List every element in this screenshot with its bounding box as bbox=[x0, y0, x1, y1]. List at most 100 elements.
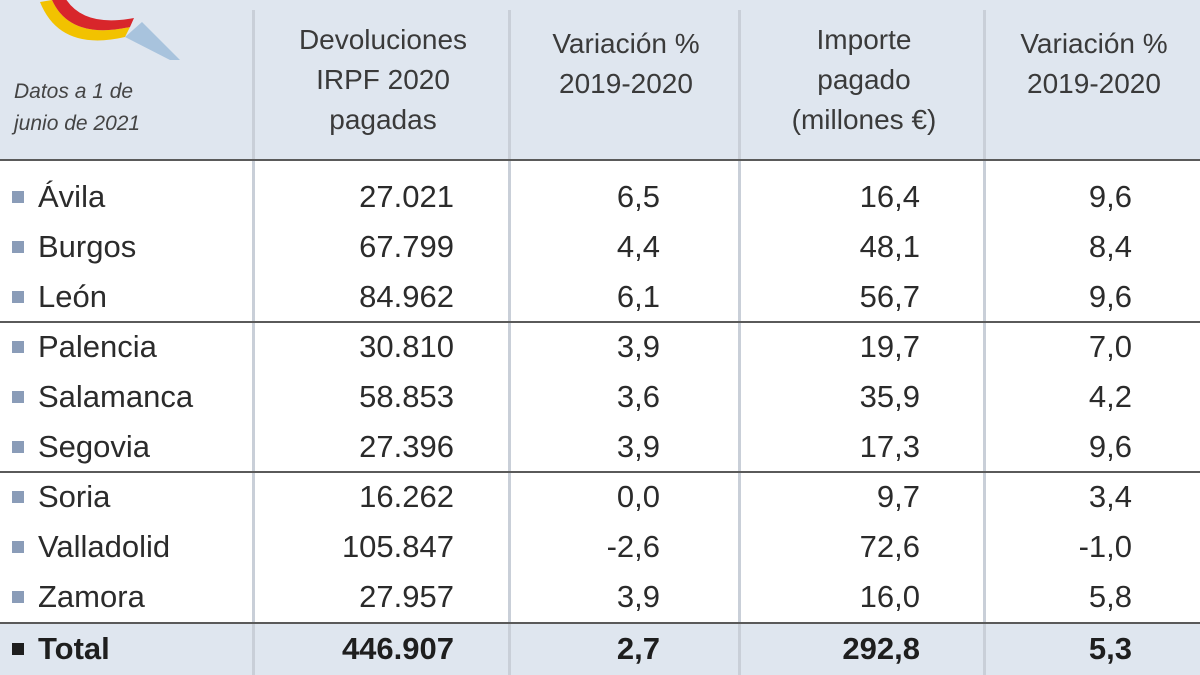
bullet-icon bbox=[12, 591, 24, 603]
province-name: Palencia bbox=[38, 329, 157, 364]
header-variacion-2: Variación % 2019-2020 bbox=[988, 0, 1200, 160]
province-name: Salamanca bbox=[38, 379, 194, 414]
devoluciones-value: 27.396 bbox=[359, 429, 454, 464]
column-divider bbox=[738, 10, 741, 675]
date-note-line-1: Datos a 1 de bbox=[14, 80, 134, 103]
province-cell: Segovia bbox=[12, 422, 252, 472]
importe-value: 19,7 bbox=[859, 329, 920, 364]
province-name: Ávila bbox=[38, 179, 106, 214]
total-label: Total bbox=[38, 631, 110, 666]
province-name: Segovia bbox=[38, 429, 151, 464]
bullet-icon bbox=[12, 291, 24, 303]
table-row: Valladolid 105.847 -2,6 72,6 -1,0 bbox=[0, 522, 1200, 572]
variacion-importe-value: 4,2 bbox=[1088, 379, 1132, 414]
bullet-icon bbox=[12, 241, 24, 253]
row-divider bbox=[0, 471, 1200, 473]
total-variacion-devoluciones-value: 2,7 bbox=[616, 631, 660, 666]
importe-value: 56,7 bbox=[859, 279, 920, 314]
province-name: Valladolid bbox=[38, 529, 171, 564]
importe-value: 72,6 bbox=[859, 529, 920, 564]
total-label-cell: Total bbox=[12, 624, 252, 674]
province-name: Zamora bbox=[38, 579, 145, 614]
bullet-icon bbox=[12, 541, 24, 553]
variacion-importe-value: 5,8 bbox=[1088, 579, 1132, 614]
province-cell: Zamora bbox=[12, 572, 252, 622]
importe-value: 9,7 bbox=[876, 479, 920, 514]
header-variacion-1-line-1: Variación % bbox=[552, 28, 700, 59]
header-devoluciones: Devoluciones IRPF 2020 pagadas bbox=[256, 0, 510, 160]
agencia-tributaria-logo bbox=[40, 0, 180, 60]
bullet-icon bbox=[12, 341, 24, 353]
table-row: Segovia 27.396 3,9 17,3 9,6 bbox=[0, 422, 1200, 472]
table-row: Ávila 27.021 6,5 16,4 9,6 bbox=[0, 172, 1200, 222]
header-variacion-2-line-2: 2019-2020 bbox=[1027, 68, 1161, 99]
devoluciones-value: 105.847 bbox=[341, 529, 454, 564]
header-importe-line-1: Importe bbox=[816, 24, 912, 55]
variacion-importe-value: 9,6 bbox=[1088, 429, 1132, 464]
table-row: Palencia 30.810 3,9 19,7 7,0 bbox=[0, 322, 1200, 372]
variacion-devoluciones-value: 6,5 bbox=[616, 179, 660, 214]
header-devoluciones-line-2: IRPF 2020 bbox=[316, 64, 450, 95]
devoluciones-value: 16.262 bbox=[359, 479, 454, 514]
row-divider bbox=[0, 159, 1200, 161]
date-note-line-2: junio de 2021 bbox=[14, 112, 141, 135]
total-devoluciones-value: 446.907 bbox=[341, 631, 454, 666]
devoluciones-value: 67.799 bbox=[359, 229, 454, 264]
table-header: Datos a 1 de junio de 2021 Devoluciones … bbox=[0, 0, 1200, 160]
row-divider bbox=[0, 622, 1200, 624]
devoluciones-value: 27.957 bbox=[359, 579, 454, 614]
devoluciones-value: 27.021 bbox=[359, 179, 454, 214]
province-cell: Palencia bbox=[12, 322, 252, 372]
devoluciones-value: 84.962 bbox=[359, 279, 454, 314]
table-row: Zamora 27.957 3,9 16,0 5,8 bbox=[0, 572, 1200, 622]
header-devoluciones-line-3: pagadas bbox=[329, 104, 437, 135]
total-importe-value: 292,8 bbox=[842, 631, 920, 666]
total-row: Total 446.907 2,7 292,8 5,3 bbox=[0, 624, 1200, 675]
table-row: Salamanca 58.853 3,6 35,9 4,2 bbox=[0, 372, 1200, 422]
variacion-importe-value: 9,6 bbox=[1088, 279, 1132, 314]
bullet-icon bbox=[12, 643, 24, 655]
variacion-devoluciones-value: 0,0 bbox=[616, 479, 660, 514]
header-variacion-1-line-2: 2019-2020 bbox=[559, 68, 693, 99]
province-name: León bbox=[38, 279, 107, 314]
variacion-importe-value: -1,0 bbox=[1078, 529, 1132, 564]
variacion-devoluciones-value: 3,9 bbox=[616, 329, 660, 364]
importe-value: 17,3 bbox=[859, 429, 920, 464]
variacion-importe-value: 8,4 bbox=[1088, 229, 1132, 264]
devoluciones-value: 30.810 bbox=[359, 329, 454, 364]
table-row: Burgos 67.799 4,4 48,1 8,4 bbox=[0, 222, 1200, 272]
province-cell: Ávila bbox=[12, 172, 252, 222]
province-cell: Salamanca bbox=[12, 372, 252, 422]
table-row: León 84.962 6,1 56,7 9,6 bbox=[0, 272, 1200, 322]
importe-value: 16,0 bbox=[859, 579, 920, 614]
variacion-importe-value: 9,6 bbox=[1088, 179, 1132, 214]
variacion-devoluciones-value: 6,1 bbox=[616, 279, 660, 314]
column-divider bbox=[983, 10, 986, 675]
header-importe-line-2: pagado bbox=[817, 64, 911, 95]
header-devoluciones-line-1: Devoluciones bbox=[298, 24, 468, 55]
variacion-devoluciones-value: 3,9 bbox=[616, 429, 660, 464]
importe-value: 16,4 bbox=[859, 179, 920, 214]
variacion-devoluciones-value: 4,4 bbox=[616, 229, 660, 264]
importe-value: 48,1 bbox=[859, 229, 920, 264]
bullet-icon bbox=[12, 391, 24, 403]
variacion-importe-value: 3,4 bbox=[1088, 479, 1132, 514]
importe-value: 35,9 bbox=[859, 379, 920, 414]
province-name: Soria bbox=[38, 479, 111, 514]
header-importe: Importe pagado (millones €) bbox=[742, 0, 986, 160]
variacion-devoluciones-value: 3,6 bbox=[616, 379, 660, 414]
column-divider bbox=[508, 10, 511, 675]
row-divider bbox=[0, 321, 1200, 323]
bullet-icon bbox=[12, 191, 24, 203]
date-note: Datos a 1 de junio de 2021 bbox=[14, 76, 174, 140]
bullet-icon bbox=[12, 441, 24, 453]
column-divider bbox=[252, 10, 255, 675]
province-cell: Soria bbox=[12, 472, 252, 522]
table-row: Soria 16.262 0,0 9,7 3,4 bbox=[0, 472, 1200, 522]
variacion-importe-value: 7,0 bbox=[1088, 329, 1132, 364]
province-name: Burgos bbox=[38, 229, 137, 264]
bullet-icon bbox=[12, 491, 24, 503]
province-cell: Valladolid bbox=[12, 522, 252, 572]
variacion-devoluciones-value: -2,6 bbox=[606, 529, 660, 564]
